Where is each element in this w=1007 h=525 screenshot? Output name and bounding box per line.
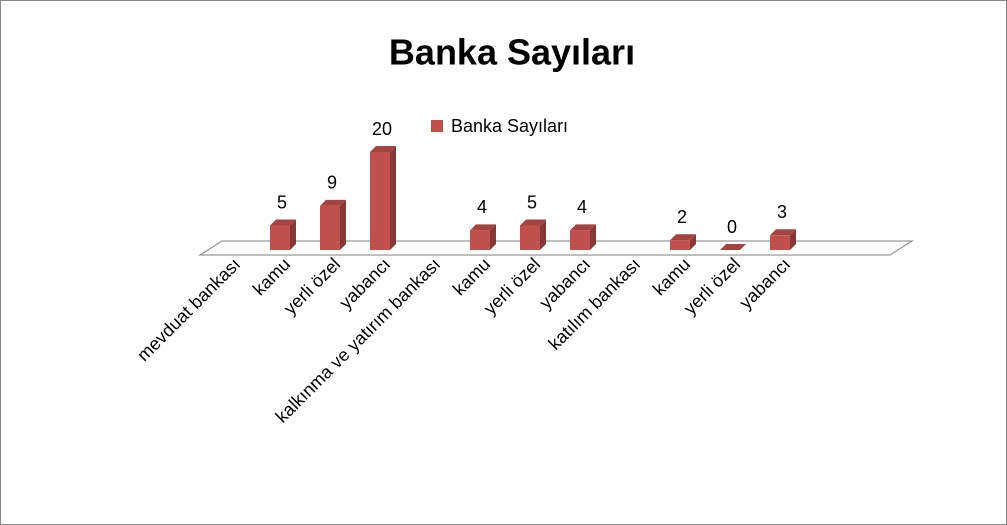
bar <box>570 230 590 250</box>
bar-top <box>570 224 596 231</box>
bar <box>520 225 540 250</box>
legend-swatch <box>431 120 443 132</box>
bar-top <box>270 219 296 226</box>
bar-top <box>320 199 346 206</box>
bar-side <box>790 229 796 250</box>
bar-side <box>490 224 496 250</box>
bar <box>370 152 390 250</box>
bar <box>670 240 690 250</box>
data-label: 9 <box>327 173 337 193</box>
data-label: 5 <box>527 192 537 212</box>
data-label: 2 <box>677 207 687 227</box>
data-label: 5 <box>277 192 287 212</box>
data-label: 3 <box>777 202 787 222</box>
bar-top <box>720 244 746 250</box>
data-label: 4 <box>577 197 587 217</box>
bar-top <box>370 146 396 152</box>
data-label: 0 <box>727 217 737 237</box>
bar <box>270 225 290 250</box>
bar-top <box>520 219 546 226</box>
bar <box>770 235 790 250</box>
bar-side <box>390 146 396 250</box>
data-label: 4 <box>477 197 487 217</box>
bar-side <box>290 219 296 250</box>
bar <box>470 230 490 250</box>
bar-top <box>670 234 696 241</box>
legend-label: Banka Sayıları <box>451 116 568 136</box>
bar-side <box>540 219 546 250</box>
data-label: 20 <box>372 119 392 139</box>
bar-side <box>340 199 346 250</box>
floor <box>197 240 915 256</box>
bar-top <box>770 229 796 236</box>
bar <box>320 205 340 250</box>
bar-side <box>690 234 696 250</box>
bar-side <box>590 224 596 250</box>
bar-top <box>470 224 496 231</box>
chart-title: Banka Sayıları <box>389 32 635 73</box>
